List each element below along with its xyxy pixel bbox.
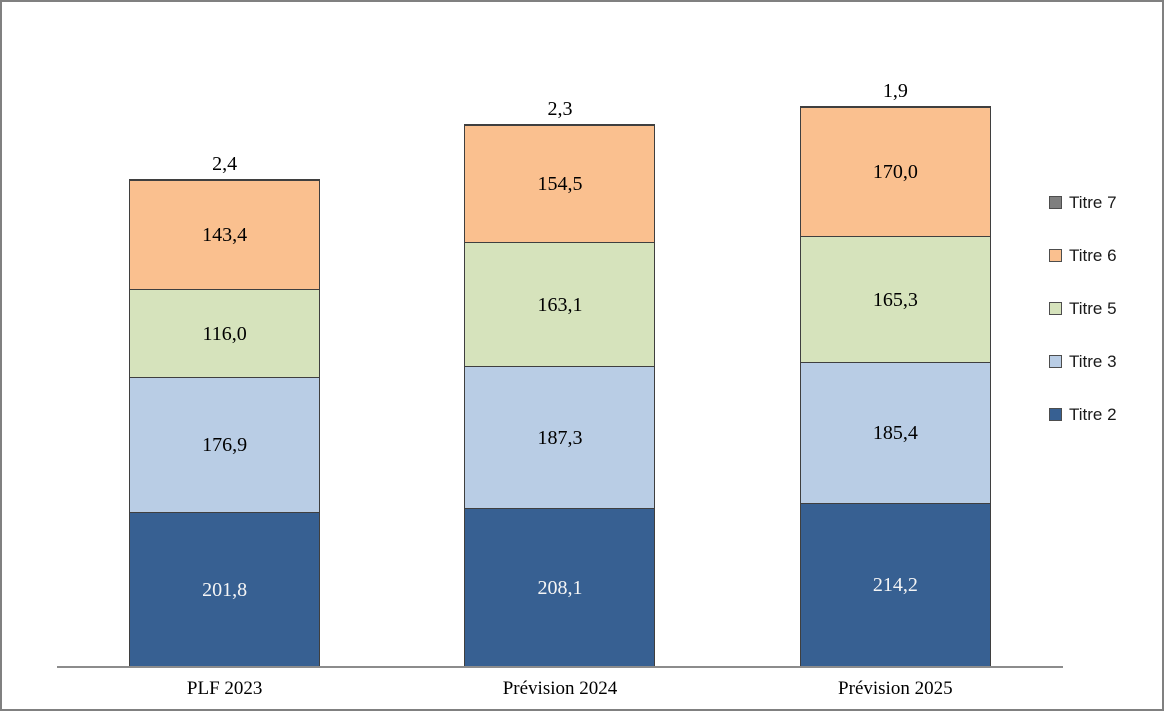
bar-slot: 170,0 165,3 185,4 214,2 1,9: [728, 27, 1063, 667]
segment-value-label: 185,4: [872, 422, 918, 444]
legend-item-titre-6: Titre 6: [1049, 245, 1117, 266]
segment-titre-6: 143,4: [129, 180, 321, 290]
segment-titre-2: 214,2: [799, 503, 991, 667]
segment-titre-2: 201,8: [129, 512, 321, 667]
bars-container: 143,4 116,0 176,9 201,8 2,4 154,5 163,1 187,3 20…: [57, 27, 1063, 667]
segment-value-label: 163,1: [537, 293, 583, 316]
bar-top-value-label: 2,4: [212, 153, 238, 175]
legend-item-titre-7: Titre 7: [1049, 192, 1117, 213]
category-label: Prévision 2025: [838, 678, 953, 699]
bar-slot: 143,4 116,0 176,9 201,8 2,4: [57, 27, 392, 667]
legend-label: Titre 6: [1069, 245, 1117, 265]
segment-titre-2: 208,1: [464, 508, 656, 667]
legend-swatch-icon: [1049, 355, 1062, 368]
legend: Titre 7 Titre 6 Titre 5 Titre 3 Titre 2: [1049, 192, 1117, 425]
category-label: PLF 2023: [186, 678, 263, 699]
legend-item-titre-5: Titre 5: [1049, 298, 1117, 319]
segment-value-label: 214,2: [872, 574, 918, 596]
bar-slot: 154,5 163,1 187,3 208,1 2,3: [392, 27, 727, 667]
stacked-bar-3: 170,0 165,3 185,4 214,2: [799, 106, 991, 667]
legend-swatch-icon: [1049, 196, 1062, 209]
segment-value-label: 165,3: [872, 288, 918, 311]
legend-swatch-icon: [1049, 408, 1062, 421]
segment-titre-5: 163,1: [464, 242, 656, 367]
segment-titre-3: 176,9: [129, 377, 321, 513]
segment-titre-6: 154,5: [464, 125, 656, 243]
legend-label: Titre 2: [1069, 404, 1117, 424]
x-axis-line: [57, 666, 1063, 668]
segment-value-label: 170,0: [872, 161, 918, 183]
plot-area: 143,4 116,0 176,9 201,8 2,4 154,5 163,1 187,3 20…: [57, 2, 1063, 709]
segment-value-label: 187,3: [537, 426, 583, 449]
segment-titre-5: 116,0: [129, 289, 321, 378]
segment-titre-5: 165,3: [799, 236, 991, 363]
stacked-bar-2: 154,5 163,1 187,3 208,1: [464, 124, 656, 667]
stacked-bar-1: 143,4 116,0 176,9 201,8: [129, 179, 321, 667]
legend-item-titre-3: Titre 3: [1049, 351, 1117, 372]
segment-titre-6: 170,0: [799, 107, 991, 237]
legend-label: Titre 3: [1069, 351, 1117, 371]
legend-item-titre-2: Titre 2: [1049, 404, 1117, 425]
segment-value-label: 154,5: [537, 173, 583, 195]
segment-value-label: 201,8: [202, 578, 248, 601]
bar-top-value-label: 1,9: [882, 80, 908, 102]
category-axis-labels: PLF 2023 Prévision 2024 Prévision 2025: [57, 678, 1063, 700]
segment-value-label: 143,4: [202, 224, 248, 246]
bar-top-value-label: 2,3: [547, 98, 573, 120]
category-label: Prévision 2024: [502, 678, 618, 699]
segment-value-label: 116,0: [202, 322, 247, 345]
legend-swatch-icon: [1049, 302, 1062, 315]
segment-value-label: 208,1: [537, 576, 583, 599]
segment-titre-3: 187,3: [464, 366, 656, 509]
segment-value-label: 176,9: [202, 434, 248, 456]
legend-label: Titre 5: [1069, 298, 1117, 318]
segment-titre-3: 185,4: [799, 362, 991, 504]
legend-label: Titre 7: [1069, 192, 1117, 212]
legend-swatch-icon: [1049, 249, 1062, 262]
